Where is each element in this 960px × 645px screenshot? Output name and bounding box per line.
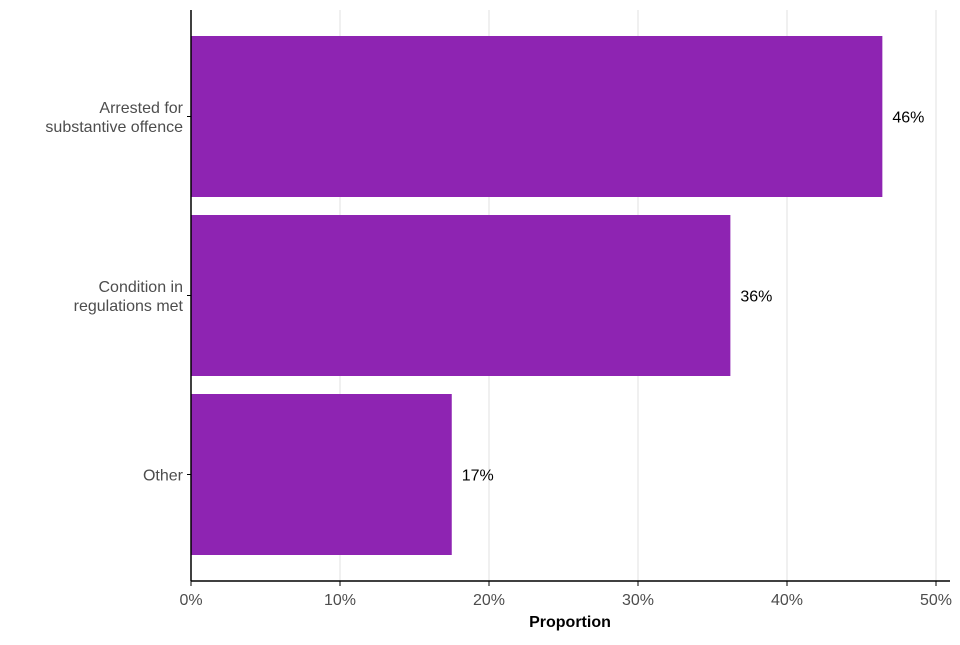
- bar-value-label-1: 36%: [740, 289, 772, 306]
- x-tick-label-5: 50%: [920, 592, 952, 609]
- bar-0: [191, 36, 883, 197]
- axes: [187, 10, 950, 586]
- category-label-line: Arrested for: [99, 100, 183, 117]
- x-axis-title: Proportion: [529, 614, 611, 631]
- bar-2: [191, 394, 452, 555]
- category-label-line: Other: [143, 468, 184, 485]
- x-tick-label-1: 10%: [324, 592, 356, 609]
- x-tick-label-4: 40%: [771, 592, 803, 609]
- category-label-2: Other: [143, 468, 184, 485]
- x-tick-label-0: 0%: [179, 592, 202, 609]
- x-tick-label-2: 20%: [473, 592, 505, 609]
- x-tick-label-3: 30%: [622, 592, 654, 609]
- bars: [191, 36, 883, 555]
- category-label-1: Condition in regulations met: [74, 279, 184, 315]
- labels: 46% Arrested for substantive offence 36% Con…: [45, 100, 952, 609]
- category-label-line: regulations met: [74, 298, 184, 315]
- bar-value-label-2: 17%: [462, 468, 494, 485]
- category-label-line: substantive offence: [45, 119, 183, 136]
- category-label-0: Arrested for substantive offence: [45, 100, 183, 136]
- bar-value-label-0: 46%: [892, 110, 924, 127]
- category-label-line: Condition in: [99, 279, 184, 296]
- bar-1: [191, 215, 731, 376]
